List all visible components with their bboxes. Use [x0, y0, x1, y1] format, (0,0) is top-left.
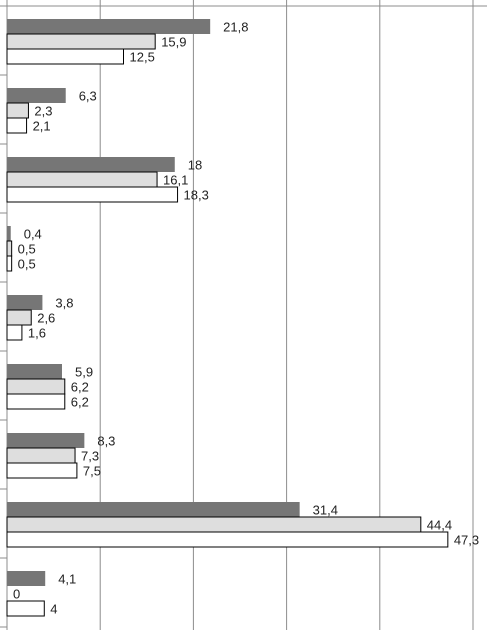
bar — [7, 433, 85, 448]
bar — [6, 531, 449, 548]
bar — [7, 364, 62, 379]
data-label: 4,1 — [58, 572, 76, 587]
data-label: 12,5 — [130, 50, 155, 65]
bar — [6, 447, 76, 464]
bars — [6, 19, 449, 617]
data-label: 7,5 — [83, 464, 101, 479]
bar — [7, 88, 66, 103]
data-label: 44,4 — [427, 518, 452, 533]
bar — [6, 393, 66, 410]
data-label: 6,2 — [71, 395, 89, 410]
data-label: 1,6 — [28, 326, 46, 341]
bar — [6, 324, 23, 341]
data-label: 2,3 — [34, 104, 52, 119]
data-label: 7,3 — [81, 449, 99, 464]
data-label: 21,8 — [223, 20, 248, 35]
bar — [6, 102, 29, 119]
data-label: 47,3 — [454, 533, 479, 548]
data-label: 15,9 — [161, 35, 186, 50]
data-label: 2,6 — [37, 311, 55, 326]
data-label: 6,2 — [71, 380, 89, 395]
bar — [7, 157, 175, 172]
data-label: 8,3 — [97, 434, 115, 449]
data-label: 5,9 — [75, 365, 93, 380]
bar — [6, 48, 124, 65]
bar — [6, 255, 13, 272]
data-labels: 21,815,912,56,32,32,11816,118,30,40,50,5… — [13, 20, 479, 617]
data-label: 18 — [188, 158, 202, 173]
data-label: 16,1 — [163, 173, 188, 188]
bar — [7, 226, 11, 241]
bar — [6, 33, 156, 50]
data-label: 18,3 — [184, 188, 209, 203]
bar — [6, 516, 422, 533]
data-label: 0 — [13, 587, 20, 602]
bar — [6, 309, 32, 326]
data-label: 4 — [50, 602, 57, 617]
bar — [6, 186, 179, 203]
bar — [7, 502, 300, 517]
data-label: 0,5 — [18, 257, 36, 272]
bar — [6, 462, 78, 479]
bar — [7, 19, 211, 34]
bar — [7, 295, 43, 310]
bar — [6, 171, 158, 188]
data-label: 6,3 — [79, 89, 97, 104]
data-label: 2,1 — [33, 119, 51, 134]
bar — [6, 378, 66, 395]
data-label: 0,5 — [18, 242, 36, 257]
bar — [6, 117, 28, 134]
data-label: 0,4 — [24, 227, 42, 242]
bar — [6, 240, 13, 257]
data-label: 31,4 — [313, 503, 338, 518]
bar — [7, 571, 46, 586]
data-label: 3,8 — [55, 296, 73, 311]
bar — [6, 600, 45, 617]
